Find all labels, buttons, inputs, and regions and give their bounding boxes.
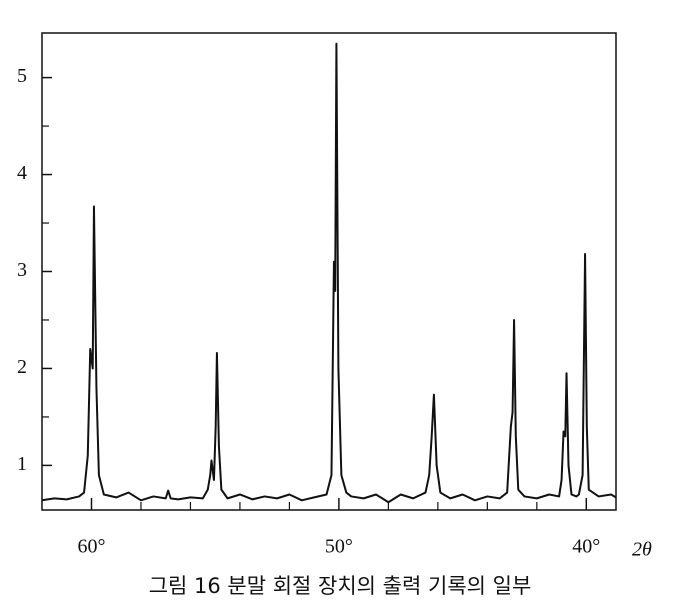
x-tick-label: 40°: [572, 536, 600, 558]
y-tick-label: 4: [17, 162, 27, 184]
y-tick-label: 5: [17, 65, 27, 87]
plot-frame: [41, 32, 617, 511]
y-tick-label: 3: [17, 259, 27, 281]
diffraction-trace: [41, 42, 617, 504]
y-tick-label: 2: [17, 356, 27, 378]
x-tick-label: 50°: [325, 536, 353, 558]
x-axis-label: 2θ: [632, 539, 652, 561]
caption: 그림 16 분말 회절 장치의 출력 기록의 일부: [149, 574, 532, 598]
y-tick-label: 1: [17, 453, 27, 475]
x-tick-label: 60°: [77, 536, 105, 558]
